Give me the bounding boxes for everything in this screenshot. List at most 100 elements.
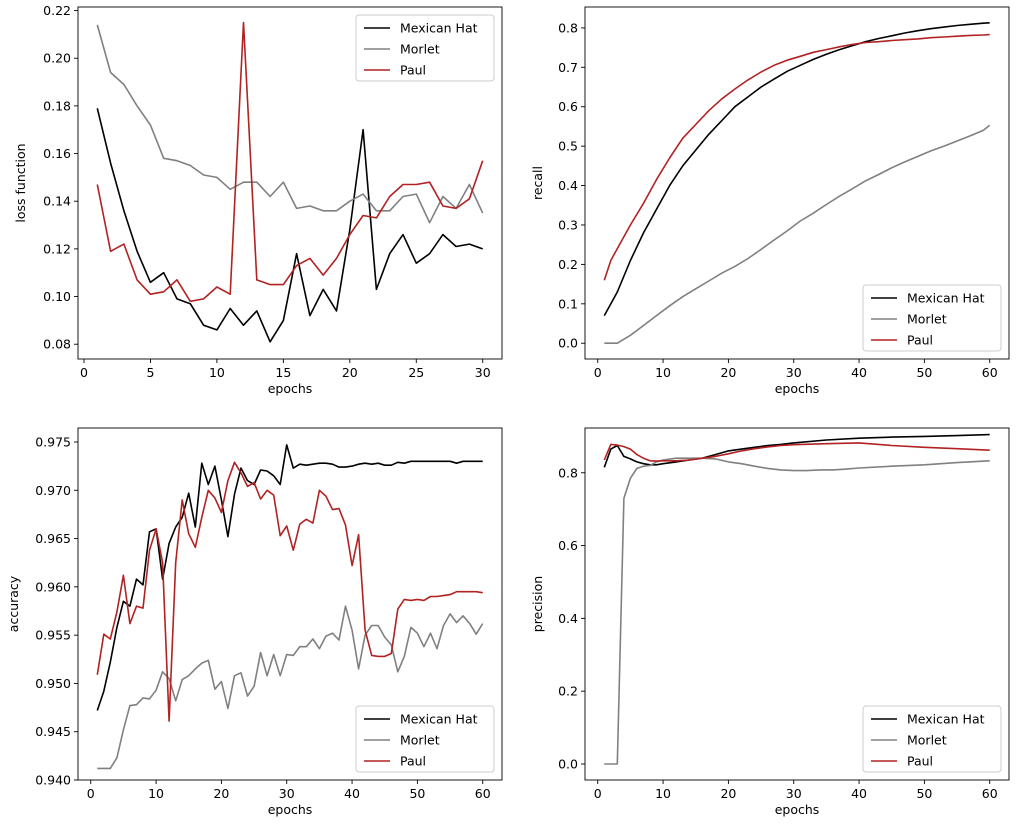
legend-box [862,705,1002,773]
y-tick-label: 0.940 [35,773,71,788]
x-tick-label: 20 [720,786,736,801]
x-axis-label: epochs [268,381,313,396]
legend-label-morlet: Morlet [400,42,440,57]
y-axis-label: recall [530,166,545,200]
x-tick-label: 5 [146,365,154,380]
x-tick-label: 10 [148,786,164,801]
x-tick-label: 30 [786,365,802,380]
x-tick-label: 20 [720,365,736,380]
series-line-paul [96,461,483,722]
legend-label-mexican-hat: Mexican Hat [400,712,478,727]
y-tick-label: 0.14 [43,194,71,209]
chart-panel-2: 0 10 20 30 40 50 60 0.0 0.1 0.2 0.3 0.4 0.5 0.6 0.7 0.8… [530,6,1010,396]
x-tick-label: 30 [786,786,802,801]
y-tick-label: 0.6 [558,538,578,553]
x-axis-label: epochs [775,381,820,396]
y-tick-label: 0.0 [558,756,578,771]
x-tick-label: 50 [916,786,932,801]
legend-label-mexican-hat: Mexican Hat [907,712,985,727]
y-tick-label: 0.12 [43,241,71,256]
legend: Mexican Hat Morlet Paul [862,284,1002,352]
x-tick-label: 0 [594,786,602,801]
x-tick-label: 50 [916,365,932,380]
plot-area-frame [77,427,503,781]
series-line-paul [603,33,990,281]
y-tick-label: 0.22 [43,3,71,18]
x-tick-label: 25 [408,365,424,380]
series-line-paul [603,442,990,462]
y-axis-label: accuracy [6,575,21,632]
plot-area-frame [584,427,1010,781]
x-tick-label: 10 [655,786,671,801]
legend-label-paul: Paul [907,754,933,769]
legend: Mexican Hat Morlet Paul [862,705,1002,773]
series-line-mexican-hat [603,22,990,316]
x-tick-label: 10 [655,365,671,380]
x-axis-label: epochs [268,802,313,817]
series-line-paul [96,21,484,303]
y-tick-label: 0.945 [35,724,71,739]
legend-label-morlet: Morlet [400,733,440,748]
legend-label-paul: Paul [907,333,933,348]
x-tick-label: 15 [275,365,291,380]
x-tick-label: 0 [80,365,88,380]
x-tick-label: 40 [851,786,867,801]
x-tick-label: 40 [344,786,360,801]
y-tick-label: 0.2 [558,684,578,699]
legend-box [355,705,495,773]
y-tick-label: 0.8 [558,20,578,35]
y-tick-label: 0.970 [35,483,71,498]
y-tick-label: 0.3 [558,217,578,232]
plot-area-frame [77,6,503,360]
legend-label-morlet: Morlet [907,312,947,327]
y-axis-label: precision [530,576,545,632]
chart-panel-1: 0 5 10 15 20 25 30 0.08 0.10 0.12 0.14 0.16 0.18 0.20… [13,3,503,396]
y-tick-label: 0.18 [43,98,71,113]
y-tick-label: 0.4 [558,178,578,193]
legend-box [355,14,495,82]
legend-label-morlet: Morlet [907,733,947,748]
x-tick-label: 60 [982,786,998,801]
y-tick-label: 0.1 [558,296,578,311]
y-tick-label: 0.0 [558,336,578,351]
y-tick-label: 0.10 [43,289,71,304]
y-tick-label: 0.08 [43,337,71,352]
legend-box [862,284,1002,352]
y-tick-label: 0.16 [43,146,71,161]
y-tick-label: 0.2 [558,257,578,272]
x-tick-label: 20 [342,365,358,380]
y-tick-label: 0.20 [43,51,71,66]
series-line-morlet [96,24,484,224]
x-tick-label: 30 [279,786,295,801]
series-line-mexican-hat [96,108,483,343]
plot-area-frame [584,6,1010,360]
y-tick-label: 0.965 [35,531,71,546]
y-tick-label: 0.6 [558,99,578,114]
legend-label-mexican-hat: Mexican Hat [400,21,478,36]
x-tick-label: 0 [87,786,95,801]
y-tick-label: 0.960 [35,579,71,594]
x-tick-label: 10 [209,365,225,380]
y-tick-label: 0.7 [558,60,578,75]
x-axis-label: epochs [775,802,820,817]
y-tick-label: 0.950 [35,676,71,691]
series-line-morlet [97,605,484,770]
legend: Mexican Hat Morlet Paul [355,705,495,773]
series-line-morlet [604,124,991,345]
x-tick-label: 30 [475,365,491,380]
x-tick-label: 50 [409,786,425,801]
y-tick-label: 0.5 [558,139,578,154]
legend-label-paul: Paul [400,63,426,78]
y-tick-label: 0.955 [35,628,71,643]
series-line-mexican-hat [603,433,990,468]
chart-panel-3: 0 10 20 30 40 50 60 0.940 0.945 0.950 0.955 0.960 0.… [6,427,503,817]
y-tick-label: 0.8 [558,465,578,480]
x-tick-label: 20 [213,786,229,801]
legend-label-paul: Paul [400,754,426,769]
chart-panel-4: 0 10 20 30 40 50 60 0.0 0.2 0.4 0.6 0.8 epochs precis… [530,427,1010,817]
x-tick-label: 0 [594,365,602,380]
x-tick-label: 40 [851,365,867,380]
x-tick-label: 60 [475,786,491,801]
y-tick-label: 0.4 [558,611,578,626]
